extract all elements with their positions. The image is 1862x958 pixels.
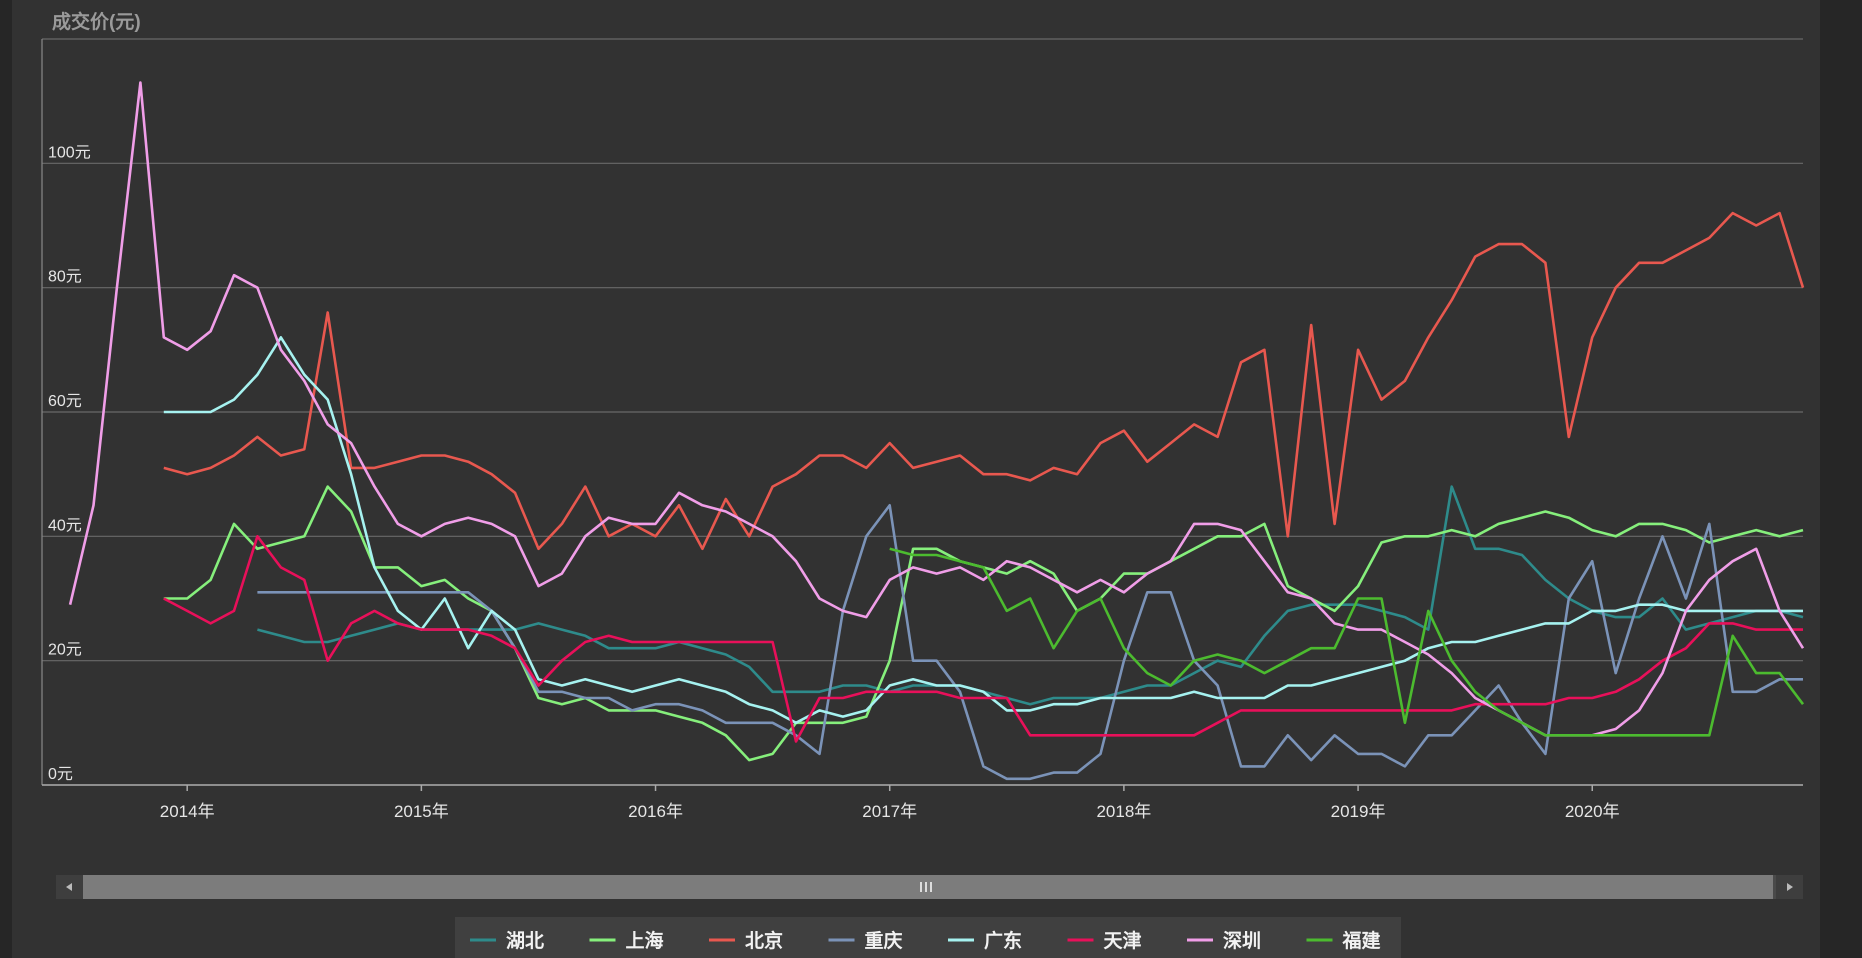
series-line <box>163 211 1805 551</box>
legend-item[interactable]: 天津 <box>1067 929 1142 952</box>
y-tick-label: 40元 <box>48 517 82 534</box>
x-tick-label: 2017年 <box>862 802 917 821</box>
x-tick-label: 2019年 <box>1331 802 1386 821</box>
series-line <box>163 336 1803 725</box>
legend-label: 北京 <box>745 929 783 952</box>
legend-label: 湖北 <box>506 930 544 952</box>
y-axis-title: 成交价(元) <box>52 10 141 33</box>
legend-item[interactable]: 北京 <box>709 929 783 952</box>
x-tick-label: 2016年 <box>628 802 683 821</box>
y-tick-label: 0元 <box>48 766 73 783</box>
x-tick-label: 2015年 <box>394 802 449 821</box>
legend-item[interactable]: 福建 <box>1306 929 1381 952</box>
panel <box>12 0 1820 958</box>
slider-right-arrow <box>1787 883 1793 891</box>
y-tick-label: 60元 <box>48 393 82 410</box>
slider-window[interactable] <box>83 875 1773 899</box>
legend-label: 福建 <box>1342 929 1381 952</box>
series-line <box>163 535 1803 743</box>
legend-label: 广东 <box>984 929 1022 952</box>
series-line <box>889 547 1805 737</box>
data-zoom-slider[interactable] <box>56 875 1803 899</box>
x-tick-label: 2014年 <box>160 802 215 821</box>
legend-label: 上海 <box>626 929 664 952</box>
legend-item[interactable]: 深圳 <box>1187 929 1261 952</box>
legend-item[interactable]: 湖北 <box>470 930 544 952</box>
legend-label: 深圳 <box>1223 929 1261 952</box>
legend-item[interactable]: 广东 <box>948 929 1022 952</box>
legend-label: 天津 <box>1104 929 1142 952</box>
x-tick-label: 2020年 <box>1565 802 1620 821</box>
y-tick-label: 100元 <box>48 144 91 161</box>
legend-label: 重庆 <box>865 929 903 952</box>
y-tick-label: 20元 <box>48 642 82 659</box>
x-tick-label: 2018年 <box>1096 802 1151 821</box>
slider-left-arrow <box>66 883 72 891</box>
y-tick-label: 80元 <box>48 269 82 286</box>
legend-item[interactable]: 上海 <box>589 929 664 952</box>
legend-item[interactable]: 重庆 <box>828 929 903 952</box>
slider-grip <box>920 882 932 892</box>
legend-box <box>455 917 1401 958</box>
